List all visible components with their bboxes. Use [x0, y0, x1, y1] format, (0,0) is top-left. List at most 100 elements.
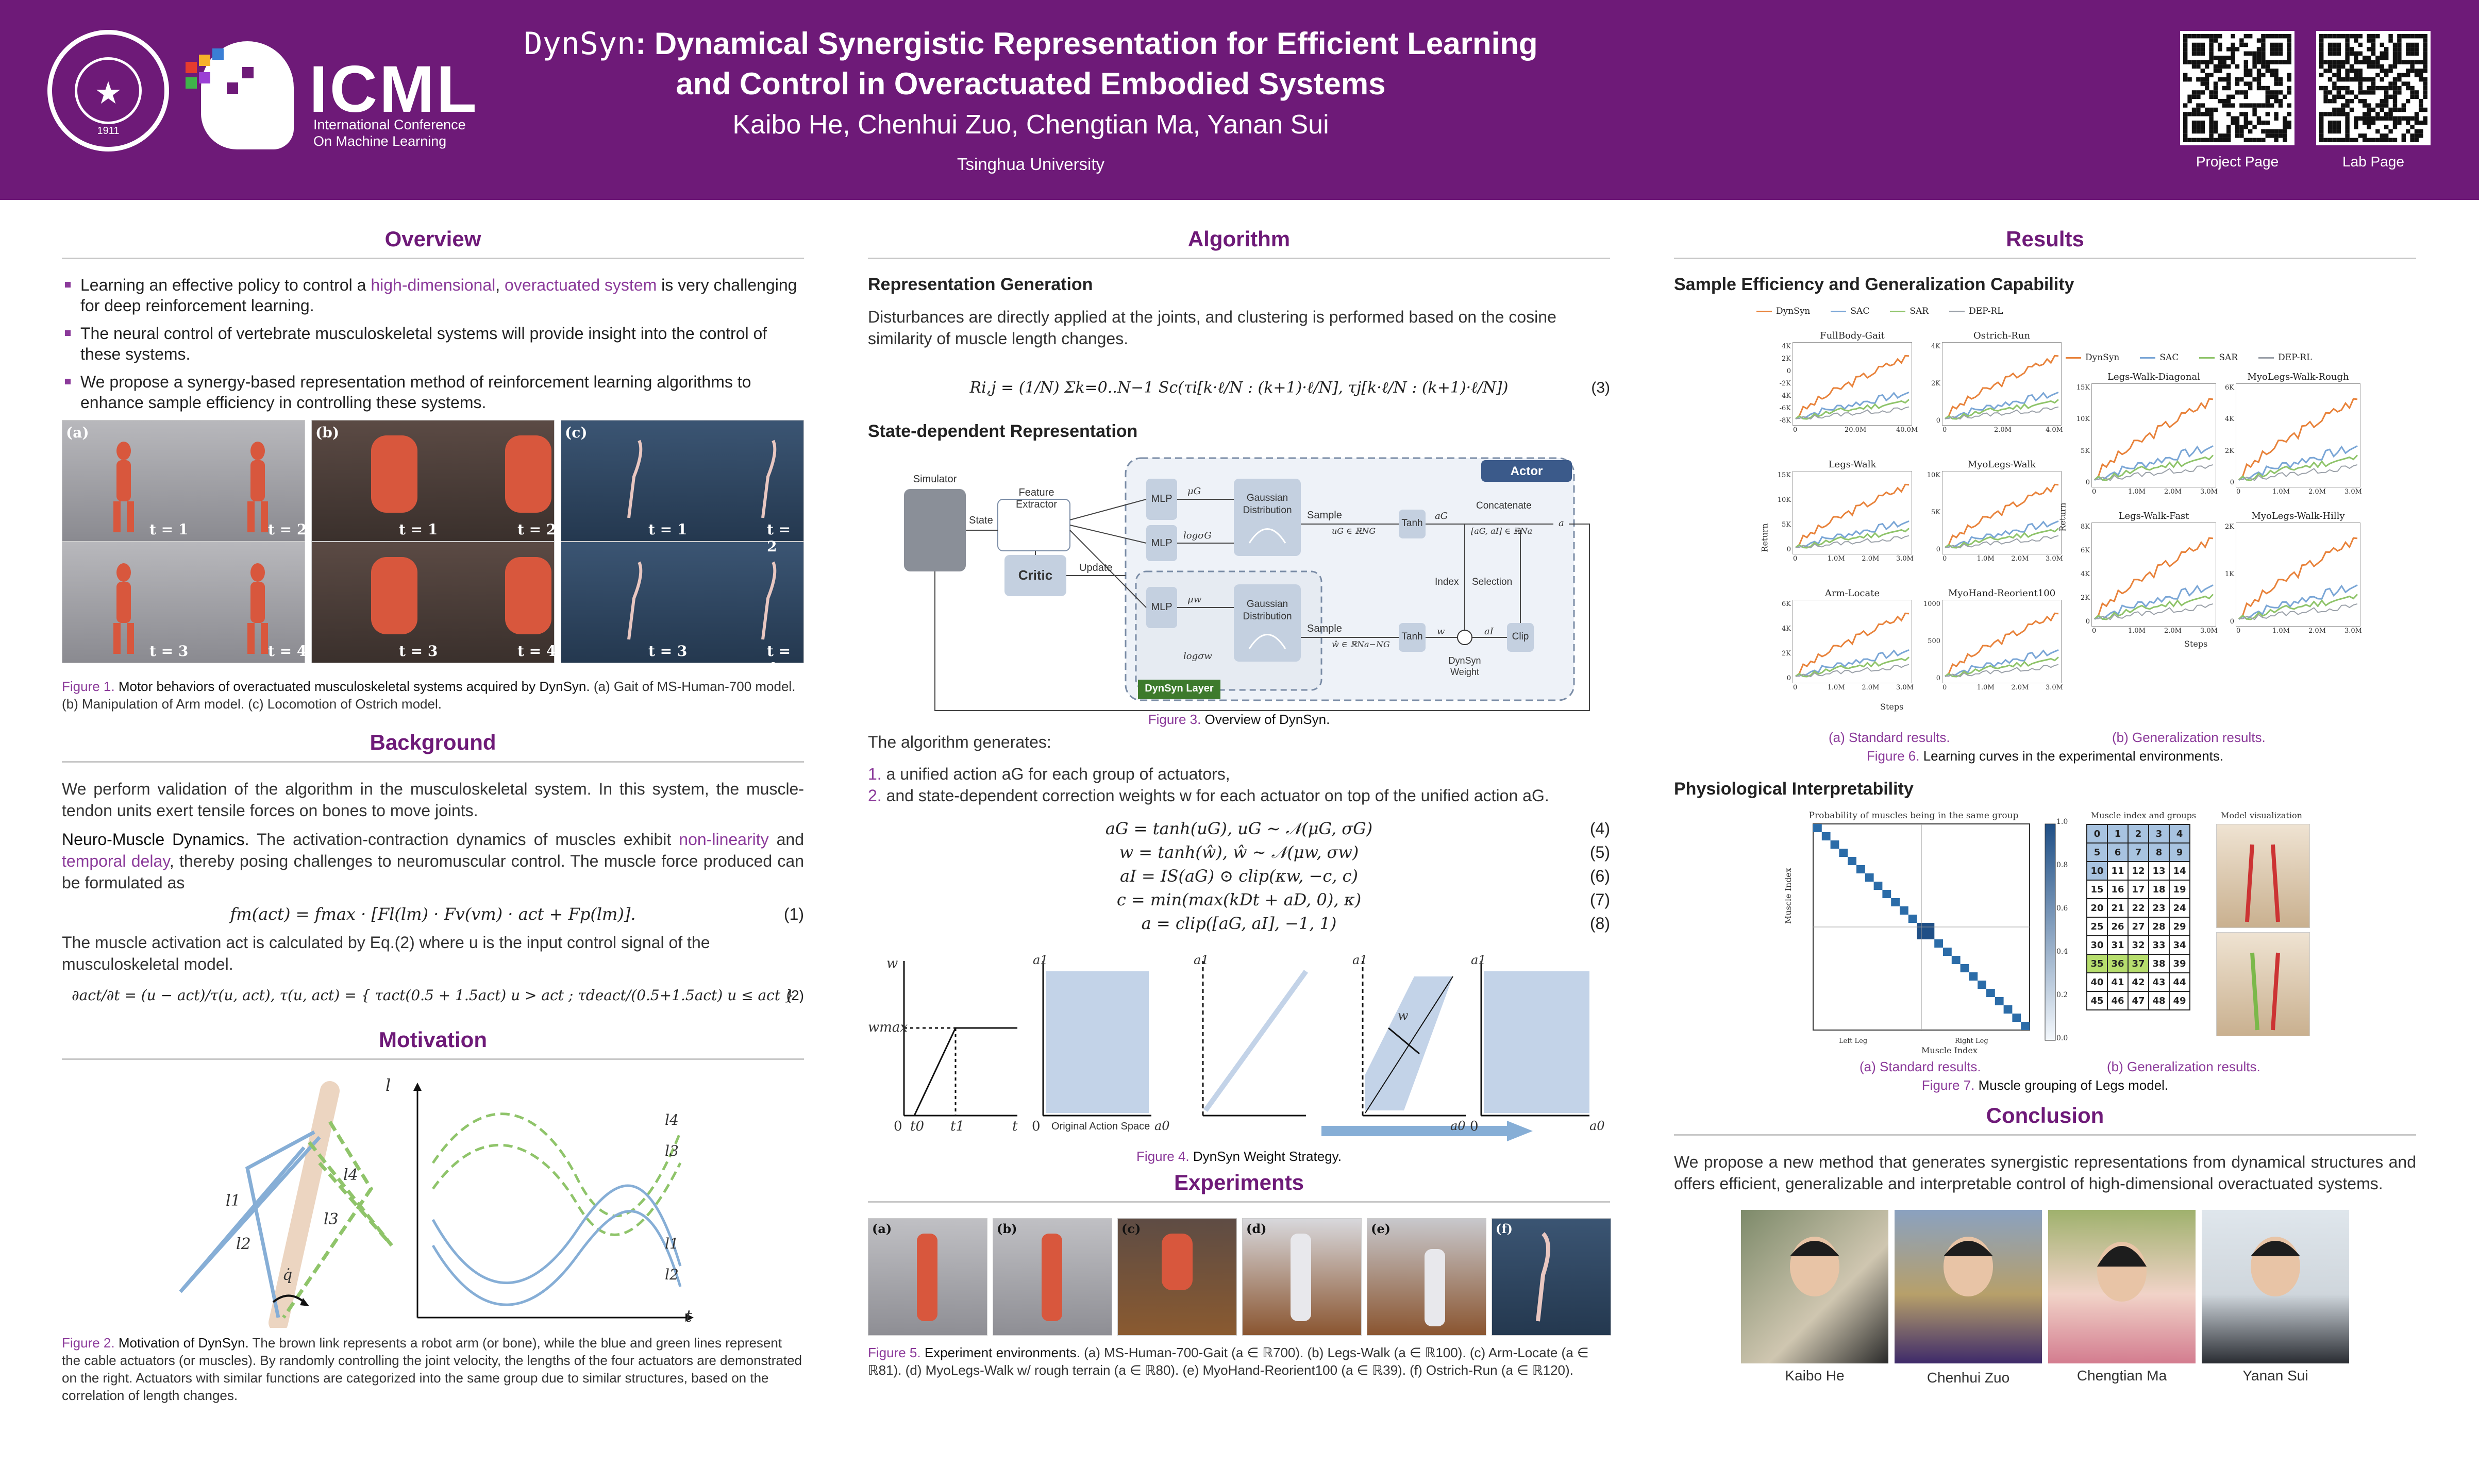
- list-item: 1. a unified action aG for each group of…: [868, 765, 1230, 783]
- concat-sub-label: [aG, aI] ∈ ℝNa: [1471, 526, 1533, 536]
- learning-curve-plot: Ostrich-Run 4K 2K 0 0 2.0M 4.0M: [1931, 330, 2063, 434]
- figure-4: w wmax 0 t0 t1 t a1 0 Original Action Sp…: [868, 946, 1610, 1141]
- middle-column: Algorithm Representation Generation Dist…: [868, 227, 1611, 1379]
- sample-label: Sample: [1307, 510, 1342, 521]
- sar-curve: [2238, 454, 2358, 481]
- legend-entry: SAC: [2140, 352, 2179, 363]
- muscle-index-cell: 48: [2148, 991, 2170, 1010]
- log-sigma-w-label: logσw: [1183, 651, 1212, 662]
- dynsyn-curve: [1795, 483, 1909, 548]
- fig1-t-label: t = 2: [517, 521, 557, 538]
- fig1-t-label: t = 1: [149, 521, 189, 538]
- figure-5: (a) (b) (c) (d) (e) (f): [868, 1218, 1611, 1337]
- y-tick-label: 2K: [2225, 447, 2234, 455]
- x-tick-label: 3.0M: [2046, 555, 2063, 563]
- muscle-index-cell: 26: [2107, 917, 2129, 936]
- deprl-curve: [1945, 664, 2059, 678]
- mu-w-label: μw: [1187, 594, 1202, 605]
- x-tick-label: 0: [1942, 426, 1947, 434]
- cbar-tick: 0.0: [2056, 1034, 2068, 1042]
- sac-curve: [2094, 584, 2214, 620]
- fig5-panel-label: (c): [1121, 1221, 1141, 1236]
- muscle-index-cell: 31: [2107, 935, 2129, 955]
- fig1-t-label: t = 4: [767, 643, 791, 677]
- fig4-a0: a0: [1154, 1119, 1170, 1133]
- x-tick-label: 20.0M: [1845, 426, 1867, 434]
- figure-3-caption: Figure 3. Overview of DynSyn.: [1148, 712, 1330, 727]
- x-tick-label: 1.0M: [2128, 488, 2146, 496]
- deprl-curve: [2238, 603, 2358, 620]
- y-tick-label: 2K: [1782, 650, 1791, 657]
- fig1-t-label: t = 4: [517, 643, 557, 660]
- muscle-index-cell: 35: [2086, 954, 2108, 973]
- learning-curve-plot: MyoLegs-Walk-Rough 6K 4K 2K 0 0 1.0M 2.0M 3.0M: [2225, 372, 2362, 496]
- motivation-curve-label: l3: [665, 1142, 679, 1159]
- dynsyn-curve: [1945, 483, 2059, 548]
- muscle-index-cell: 36: [2107, 954, 2129, 973]
- dynsyn-curve: [1945, 612, 2059, 677]
- dynsyn-curve: [2093, 537, 2214, 620]
- sac-curve: [2238, 584, 2358, 620]
- concatenate-label: Concatenate: [1476, 500, 1532, 511]
- fig5-panel-label: (a): [872, 1221, 892, 1236]
- muscle-index-cell: 4: [2169, 824, 2190, 844]
- heatmap-xtick: Right Leg: [1955, 1037, 1988, 1045]
- x-tick-label: 3.0M: [2344, 488, 2362, 496]
- author-name: Chenhui Zuo: [1927, 1370, 2010, 1386]
- fig4-a1: a1: [1471, 953, 1486, 967]
- equation-row: c = min(max(kDt + aD, 0), κ) (7): [1116, 890, 1610, 909]
- fig4-w-axis: w: [886, 956, 898, 971]
- algorithm-list: 1. a unified action aG for each group of…: [868, 763, 1610, 806]
- poster-title: DynSyn: Dynamical Synergistic Representa…: [524, 26, 1538, 101]
- muscle-index-cell: 44: [2169, 972, 2190, 992]
- overview-bullets: Learning an effective policy to control …: [62, 275, 804, 413]
- x-tick-label: 1.0M: [2272, 488, 2290, 496]
- lab-page-qr-icon[interactable]: [2316, 31, 2431, 145]
- y-tick-label: 0: [1786, 367, 1791, 375]
- sar-curve: [2094, 594, 2214, 620]
- y-tick-label: 8K: [2081, 523, 2090, 531]
- ug-label: uG ∈ ℝNG: [1332, 526, 1376, 536]
- muscle-group-grid: 0 1 2 3 4 5 6 7 8 9 10 11 12 13 14 15 16 17 18 19 20 21 22 23 24…: [2086, 824, 2190, 1010]
- cbar-tick: 1.0: [2056, 818, 2068, 826]
- x-axis-label: Steps: [1880, 702, 1904, 712]
- deprl-curve: [1795, 664, 1909, 678]
- figure-1-figures: [113, 435, 777, 654]
- fig1-t-label: t = 3: [399, 643, 438, 660]
- x-tick-label: 2.0M: [1862, 684, 1880, 692]
- x-tick-label: 0: [1942, 555, 1947, 563]
- y-tick-label: -8K: [1779, 417, 1791, 425]
- x-tick-label: 3.0M: [2046, 684, 2063, 692]
- figure-2: l1 l2 l3 l4 q̇ l t l4 l3 l1 l2: [62, 1075, 804, 1328]
- heatmap-xlabel: Muscle Index: [1921, 1045, 1978, 1055]
- cbar-tick: 0.4: [2056, 948, 2068, 956]
- muscle-index-cell: 0: [2086, 824, 2108, 844]
- x-tick-label: 0: [2092, 488, 2097, 496]
- project-page-qr-icon[interactable]: [2180, 31, 2294, 145]
- log-sigma-g-label: logσG: [1183, 530, 1212, 541]
- plot-title: Legs-Walk-Diagonal: [2107, 372, 2200, 382]
- deprl-curve: [1795, 535, 1909, 549]
- list-item: 2. and state-dependent correction weight…: [868, 786, 1549, 805]
- fig4-a1: a1: [1352, 953, 1368, 967]
- y-tick-label: 6K: [1782, 600, 1791, 608]
- fig1-t-label: t = 2: [268, 521, 307, 538]
- update-label: Update: [1079, 562, 1113, 574]
- learning-curve-plot: MyoLegs-Walk 10K 5K 0 0 1.0M 2.0M 3.0M: [1927, 459, 2063, 563]
- feature-extractor-label: Feature Extractor: [1015, 487, 1058, 510]
- sar-curve: [1795, 399, 1909, 420]
- sar-curve: [1795, 528, 1909, 549]
- fig1-panel-b-label: (b): [315, 424, 340, 441]
- muscle-index-cell: 25: [2086, 917, 2108, 936]
- overview-bullet: We propose a synergy-based representatio…: [65, 372, 804, 413]
- dynsyn-curve: [1945, 355, 2059, 419]
- muscle-index-cell: 22: [2128, 898, 2149, 918]
- activation-text: The muscle activation act is calculated …: [62, 933, 710, 973]
- actor-label: Actor: [1510, 464, 1543, 478]
- muscle-index-cell: 34: [2169, 935, 2190, 955]
- sac-curve: [1945, 649, 2059, 678]
- poster-header: ★ 1911 ICML International Conference On M…: [0, 0, 2479, 200]
- deprl-curve: [1945, 406, 2059, 420]
- algorithm-generates-text: The algorithm generates:: [868, 733, 1051, 751]
- muscle-index-cell: 27: [2128, 917, 2149, 936]
